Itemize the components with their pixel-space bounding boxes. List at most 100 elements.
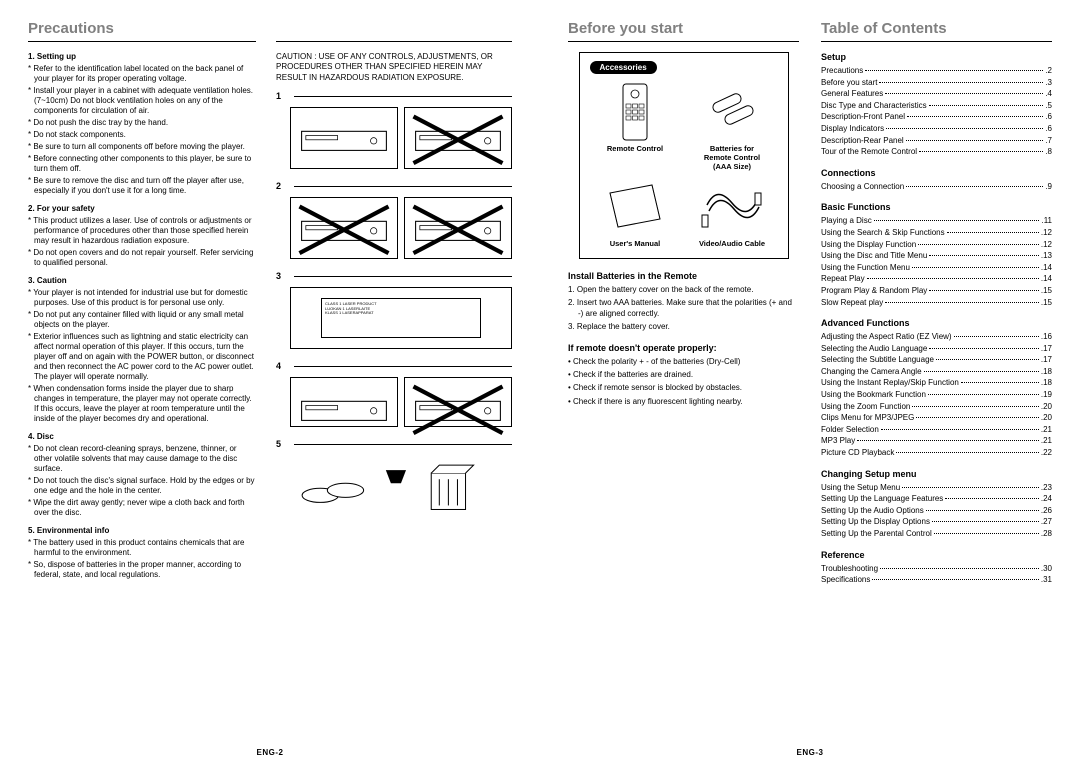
toc-page: .3 <box>1045 77 1052 89</box>
body-line: * Do not stack components. <box>28 130 256 140</box>
precautions-col2: CAUTION : USE OF ANY CONTROLS, ADJUSTMEN… <box>276 20 512 755</box>
toc-label: Playing a Disc <box>821 215 872 227</box>
toc-label: Setting Up the Display Options <box>821 516 930 528</box>
toc-page: .28 <box>1041 528 1052 540</box>
body-line: * Before connecting other components to … <box>28 154 256 174</box>
toc-row: Specifications .31 <box>821 574 1052 586</box>
figure-panel <box>404 197 512 259</box>
toc-label: Selecting the Subtitle Language <box>821 354 934 366</box>
figure-panel <box>290 197 398 259</box>
toc-row: Using the Instant Replay/Skip Function .… <box>821 377 1052 389</box>
page-title: Before you start <box>568 20 799 37</box>
body-line: * Your player is not intended for indust… <box>28 288 256 308</box>
toc-page: .26 <box>1041 505 1052 517</box>
toc-page: .20 <box>1041 401 1052 413</box>
toc-row: Precautions .2 <box>821 65 1052 77</box>
accessory-label: Batteries forRemote Control(AAA Size) <box>687 144 778 171</box>
install-step: 1. Open the battery cover on the back of… <box>568 285 799 295</box>
toc-label: Using the Disc and Title Menu <box>821 250 927 262</box>
toc-row: Setting Up the Parental Control .28 <box>821 528 1052 540</box>
toc-label: General Features <box>821 88 883 100</box>
toc-page: .6 <box>1045 123 1052 135</box>
toc-row: Adjusting the Aspect Ratio (EZ View) .16 <box>821 331 1052 343</box>
toc-section-head: Setup <box>821 52 1052 62</box>
section-head: 1. Setting up <box>28 52 256 62</box>
toc-row: Display Indicators .6 <box>821 123 1052 135</box>
toc-row: Using the Setup Menu .23 <box>821 482 1052 494</box>
toc-label: Troubleshooting <box>821 563 878 575</box>
toc-page: .20 <box>1041 412 1052 424</box>
toc-row: General Features .4 <box>821 88 1052 100</box>
body-line: * Do not push the disc tray by the hand. <box>28 118 256 128</box>
body-line: * Do not touch the disc's signal surface… <box>28 476 256 496</box>
toc-page: .15 <box>1041 297 1052 309</box>
body-line: * Wipe the dirt away gently; never wipe … <box>28 498 256 518</box>
toc-row: Using the Search & Skip Functions .12 <box>821 227 1052 239</box>
title-rule <box>821 41 1052 42</box>
figure-panel: CLASS 1 LASER PRODUCTLUOKAN 1 LASERLAITE… <box>290 287 512 349</box>
toc-page: .5 <box>1045 100 1052 112</box>
toc-label: Using the Search & Skip Functions <box>821 227 945 239</box>
toc-row: Using the Disc and Title Menu .13 <box>821 250 1052 262</box>
toc-row: Selecting the Audio Language .17 <box>821 343 1052 355</box>
toc-page: .22 <box>1041 447 1052 459</box>
toc-page: .16 <box>1041 331 1052 343</box>
page-title: Precautions <box>28 20 256 37</box>
toc-page: .17 <box>1041 354 1052 366</box>
toc-col: Table of Contents SetupPrecautions .2Bef… <box>821 20 1052 755</box>
body-line: * Do not open covers and do not repair y… <box>28 248 256 268</box>
toc-label: Display Indicators <box>821 123 884 135</box>
toc-label: Using the Function Menu <box>821 262 910 274</box>
figure-number: 2 <box>276 181 286 191</box>
toc-section-head: Changing Setup menu <box>821 469 1052 479</box>
accessory-label: Video/Audio Cable <box>687 239 778 248</box>
toc-row: Tour of the Remote Control .8 <box>821 146 1052 158</box>
toc-row: MP3 Play .21 <box>821 435 1052 447</box>
section-head: 2. For your safety <box>28 204 256 214</box>
toc-row: Playing a Disc .11 <box>821 215 1052 227</box>
page-number-left: ENG-2 <box>257 748 284 757</box>
toc-label: Changing the Camera Angle <box>821 366 922 378</box>
body-line: * Be sure to turn all components off bef… <box>28 142 256 152</box>
toc-row: Changing the Camera Angle .18 <box>821 366 1052 378</box>
accessory-item: Remote Control <box>590 80 681 171</box>
toc-label: Precautions <box>821 65 863 77</box>
toc-label: Clips Menu for MP3/JPEG <box>821 412 914 424</box>
toc-label: Using the Zoom Function <box>821 401 910 413</box>
page-number-right: ENG-3 <box>797 748 824 757</box>
toc-row: Repeat Play .14 <box>821 273 1052 285</box>
toc-page: .27 <box>1041 516 1052 528</box>
toc-row: Selecting the Subtitle Language .17 <box>821 354 1052 366</box>
title-rule-extend <box>276 41 512 42</box>
toc-label: Picture CD Playback <box>821 447 894 459</box>
install-step: 3. Replace the battery cover. <box>568 322 799 332</box>
page-right: Before you start Accessories Remote Cont… <box>540 0 1080 765</box>
toc-page: .4 <box>1045 88 1052 100</box>
figure-panel <box>404 107 512 169</box>
toc-label: Specifications <box>821 574 870 586</box>
trouble-bullet: • Check the polarity + - of the batterie… <box>568 357 799 367</box>
toc-row: Using the Zoom Function .20 <box>821 401 1052 413</box>
toc-section-head: Basic Functions <box>821 202 1052 212</box>
toc-row: Program Play & Random Play .15 <box>821 285 1052 297</box>
section-head: 4. Disc <box>28 432 256 442</box>
toc-row: Folder Selection .21 <box>821 424 1052 436</box>
toc-row: Picture CD Playback .22 <box>821 447 1052 459</box>
toc-label: Setting Up the Language Features <box>821 493 943 505</box>
toc-label: Slow Repeat play <box>821 297 883 309</box>
body-line: * When condensation forms inside the pla… <box>28 384 256 424</box>
body-line: * So, dispose of batteries in the proper… <box>28 560 256 580</box>
trouble-bullet: • Check if there is any fluorescent ligh… <box>568 397 799 407</box>
accessories-pill: Accessories <box>590 61 657 74</box>
section-head: 5. Environmental info <box>28 526 256 536</box>
toc-row: Setting Up the Language Features .24 <box>821 493 1052 505</box>
toc-page: .15 <box>1041 285 1052 297</box>
toc-label: Using the Bookmark Function <box>821 389 926 401</box>
toc-label: Folder Selection <box>821 424 879 436</box>
toc-label: Choosing a Connection <box>821 181 904 193</box>
toc-page: .18 <box>1041 377 1052 389</box>
install-batteries-head: Install Batteries in the Remote <box>568 271 799 281</box>
trouble-bullet: • Check if remote sensor is blocked by o… <box>568 383 799 393</box>
toc-page: .17 <box>1041 343 1052 355</box>
toc-row: Choosing a Connection .9 <box>821 181 1052 193</box>
